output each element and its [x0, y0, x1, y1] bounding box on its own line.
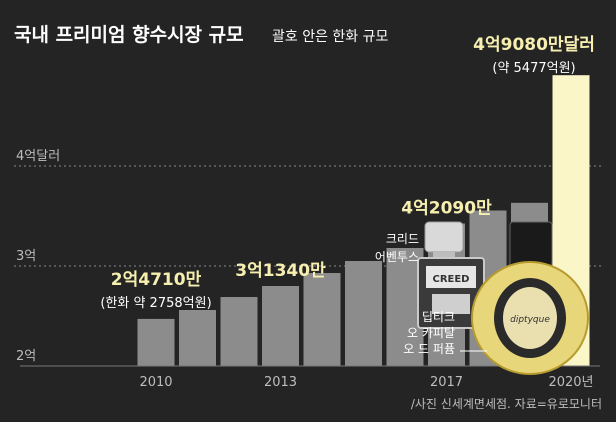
creed-label-product: 어벤투스 — [375, 250, 419, 264]
diptyque-label-type: 오 드 퍼퓸 — [403, 342, 455, 356]
y-tick-label-1: 3억 — [16, 249, 36, 264]
x-axis-labels: 2010 2013 2017 2020년 — [139, 375, 593, 390]
bar-2015 — [345, 261, 382, 366]
x-tick-label-2010: 2010 — [139, 375, 172, 390]
source-credit: /사진 신세계면세점. 자료=유로모니터 — [411, 397, 602, 411]
diptyque-bottle-image: diptyque — [471, 221, 589, 375]
diptyque-label-product: 오 카피탈 — [407, 326, 455, 340]
bar-2011 — [179, 310, 216, 366]
diptyque-label-brand: 딥티크 — [422, 310, 455, 324]
chart-subtitle: 괄호 안은 한화 규모 — [272, 29, 389, 45]
value-sublabel-2010: (한화 약 2758억원) — [100, 296, 211, 311]
x-tick-label-2020년: 2020년 — [548, 375, 593, 390]
value-label-2020: 4억9080만달러 — [473, 34, 595, 55]
bar-2012 — [220, 297, 258, 366]
value-label-2010: 2억4710만 — [111, 270, 202, 290]
bar-2010 — [137, 318, 175, 366]
y-tick-label-0: 2억 — [16, 349, 36, 364]
value-sublabel-2020: (약 5477억원) — [492, 61, 575, 76]
creed-bottle-image: CREED — [417, 221, 485, 329]
chart-title: 국내 프리미엄 향수시장 규모 — [14, 24, 244, 46]
bar-2013 — [262, 286, 299, 366]
y-tick-label-2: 4억달러 — [16, 149, 60, 164]
svg-text:diptyque: diptyque — [510, 315, 550, 325]
value-label-2013: 3억1340만 — [235, 261, 326, 281]
value-annotations: 2억4710만 (한화 약 2758억원) 3억1340만 4억2090만 4억9080… — [100, 34, 595, 311]
value-label-2017: 4억2090만 — [401, 199, 492, 219]
x-tick-label-2013: 2013 — [264, 375, 297, 390]
x-tick-label-2017: 2017 — [430, 375, 463, 390]
bar-2014 — [303, 273, 341, 366]
svg-text:CREED: CREED — [432, 274, 469, 285]
y-axis-labels: 2억 3억 4억달러 — [16, 149, 60, 364]
creed-label-brand: 크리드 — [386, 232, 419, 246]
